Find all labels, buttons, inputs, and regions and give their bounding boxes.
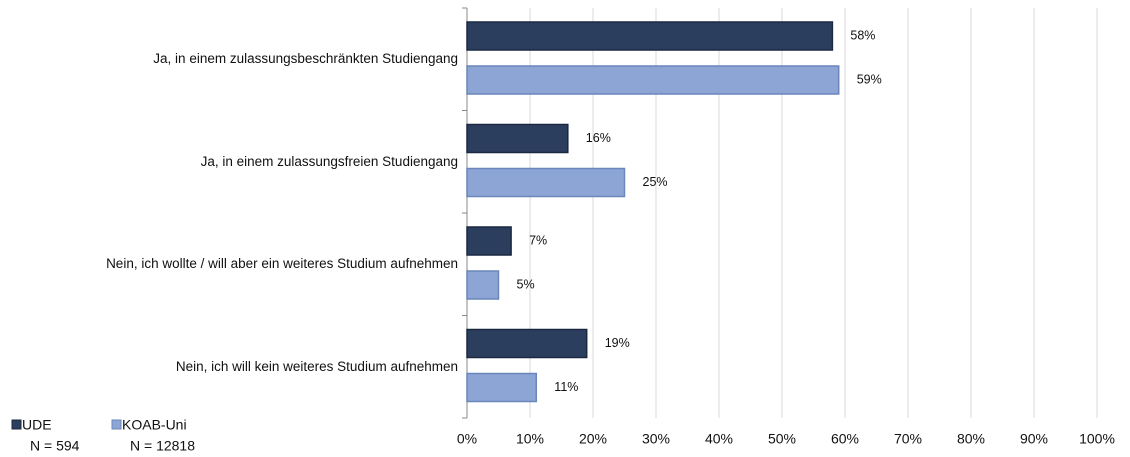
legend-swatch [111, 419, 122, 430]
category-label: Nein, ich will kein weiteres Studium auf… [18, 316, 458, 419]
category-text: Ja, in einem zulassungsbeschränkten Stud… [153, 51, 458, 67]
bar [466, 65, 840, 95]
x-tick-label: 30% [642, 431, 670, 447]
x-tick-label: 50% [768, 431, 796, 447]
x-tick-label: 0% [457, 431, 477, 447]
bar [466, 372, 538, 403]
x-tick-label: 90% [1020, 431, 1048, 447]
x-tick-label: 80% [957, 431, 985, 447]
legend-swatch [11, 419, 22, 430]
value-label: 16% [586, 131, 611, 145]
value-label: 19% [605, 336, 630, 350]
category-label: Ja, in einem zulassungsbeschränkten Stud… [18, 8, 458, 111]
legend-label: UDE [22, 417, 52, 433]
category-text: Ja, in einem zulassungsfreien Studiengan… [200, 153, 458, 169]
category-label: Nein, ich wollte / will aber ein weitere… [18, 213, 458, 316]
bar [466, 21, 834, 51]
category-text: Nein, ich wollte / will aber ein weitere… [106, 256, 458, 272]
value-label: 58% [850, 28, 875, 42]
bar [466, 123, 569, 154]
legend-label: KOAB-Uni [122, 417, 187, 433]
category-label: Ja, in einem zulassungsfreien Studiengan… [18, 111, 458, 214]
x-tick-label: 70% [894, 431, 922, 447]
x-tick-label: 40% [705, 431, 733, 447]
value-label: 7% [529, 233, 547, 247]
bar [466, 226, 512, 256]
value-label: 25% [643, 175, 668, 189]
legend-sample: N = 594 [30, 438, 80, 454]
x-tick-label: 10% [516, 431, 544, 447]
bar [466, 270, 500, 300]
x-tick-label: 60% [831, 431, 859, 447]
x-tick-label: 100% [1079, 431, 1115, 447]
value-label: 5% [517, 277, 535, 291]
value-label: 11% [554, 380, 578, 394]
legend-sample: N = 12818 [130, 438, 195, 454]
bar [466, 328, 588, 359]
value-label: 59% [857, 72, 882, 86]
bar [466, 167, 626, 198]
category-text: Nein, ich will kein weiteres Studium auf… [175, 358, 458, 374]
x-tick-label: 20% [579, 431, 607, 447]
